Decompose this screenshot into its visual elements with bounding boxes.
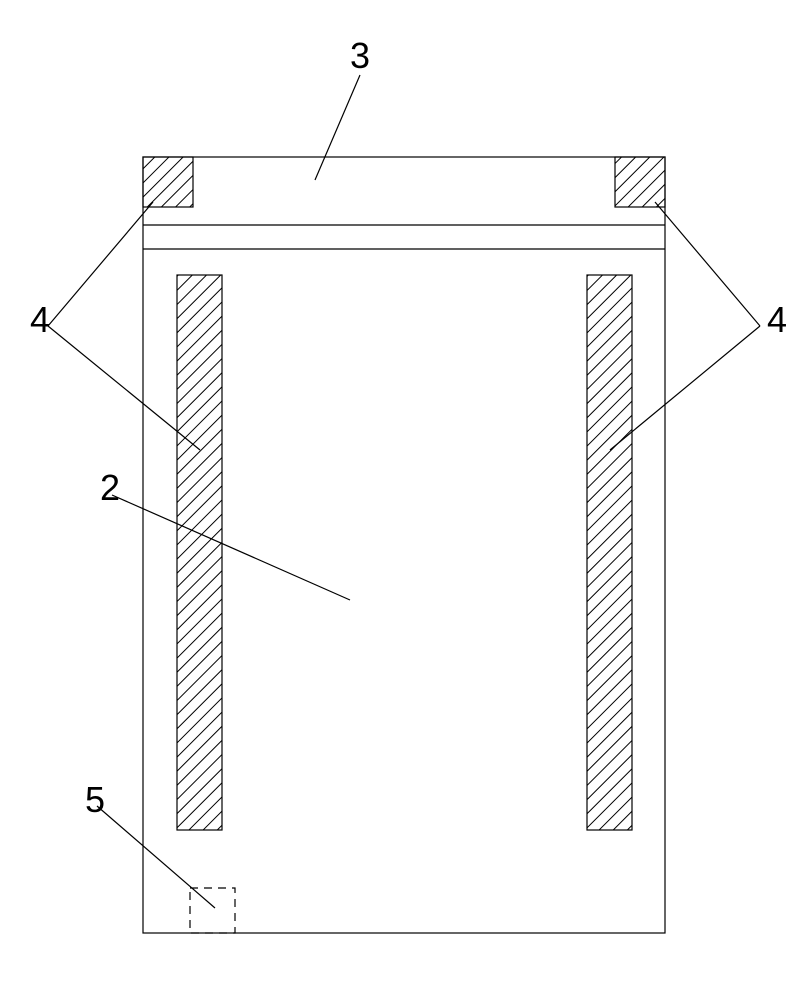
leader-l4Ra	[655, 202, 760, 326]
leader-l4La	[48, 202, 153, 326]
label-2: 2	[100, 467, 120, 508]
dashed-square	[190, 888, 235, 933]
label-4L: 4	[30, 299, 50, 340]
side-wall-right	[587, 275, 632, 830]
corner-top-right	[615, 157, 665, 207]
leader-l3	[315, 75, 360, 180]
label-4R: 4	[767, 299, 787, 340]
label-3: 3	[350, 35, 370, 76]
corner-top-left	[143, 157, 193, 207]
leader-l2	[112, 495, 350, 600]
side-wall-left	[177, 275, 222, 830]
label-5: 5	[85, 779, 105, 820]
